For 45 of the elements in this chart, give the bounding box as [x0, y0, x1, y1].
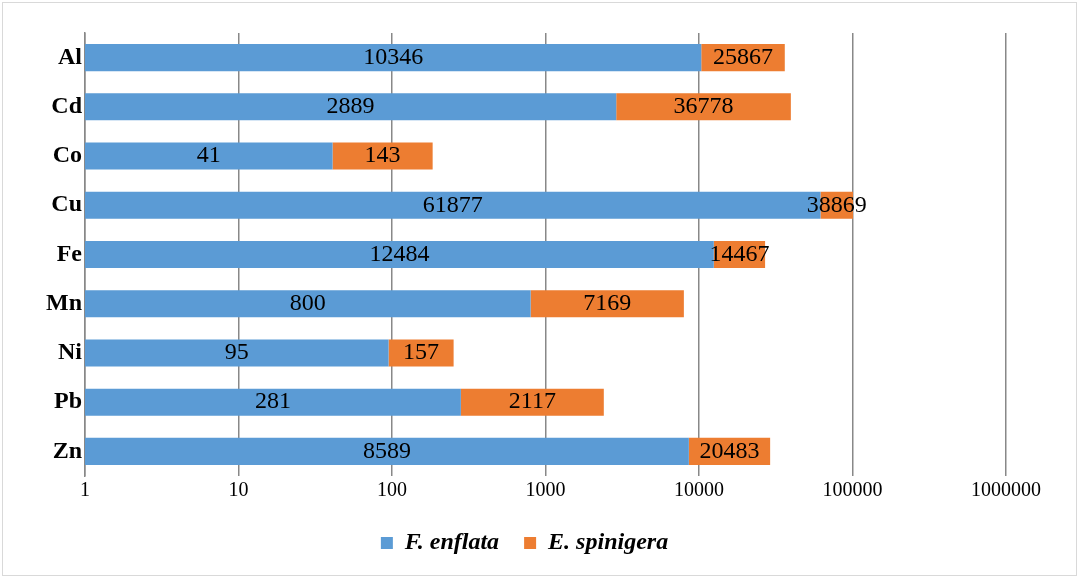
bar — [332, 142, 433, 170]
legend-label: E. spinigera — [547, 528, 669, 555]
legend-label: F. enflata — [403, 528, 500, 555]
bar — [85, 437, 689, 465]
y-tick-label: Mn — [46, 288, 82, 315]
bar — [85, 290, 531, 318]
y-tick-label: Cu — [51, 190, 82, 217]
bar — [85, 93, 617, 121]
data-label: 20483 — [699, 436, 760, 463]
data-label: 95 — [224, 338, 249, 365]
data-label: 36778 — [673, 92, 734, 119]
y-tick-label: Co — [52, 141, 82, 168]
y-tick-label: Pb — [53, 387, 82, 414]
x-tick-label: 100000 — [822, 478, 883, 501]
data-label: 10346 — [363, 42, 424, 69]
y-tick-label: Al — [58, 42, 83, 69]
x-tick-label: 10000 — [674, 478, 724, 501]
bar — [85, 142, 333, 170]
x-tick-label: 1000 — [525, 478, 566, 501]
x-tick-label: 1000000 — [971, 478, 1041, 501]
bar — [530, 290, 684, 318]
bar — [616, 93, 791, 121]
data-label: 12484 — [369, 239, 430, 266]
bar — [85, 388, 461, 416]
bar — [85, 44, 702, 72]
data-label: 8589 — [362, 436, 411, 463]
x-tick-label: 1 — [80, 478, 90, 501]
data-label: 800 — [289, 289, 326, 316]
data-label: 7169 — [583, 289, 632, 316]
x-tick-label: 10 — [228, 478, 249, 501]
bar — [85, 339, 389, 367]
data-label: 143 — [364, 141, 401, 168]
data-label: 25867 — [713, 42, 774, 69]
y-tick-label: Ni — [58, 338, 83, 365]
y-tick-label: Zn — [52, 436, 82, 463]
data-label: 2889 — [326, 92, 375, 119]
bar — [460, 388, 604, 416]
data-label: 157 — [403, 338, 440, 365]
data-label: 41 — [196, 141, 221, 168]
y-tick-label: Fe — [56, 239, 83, 266]
y-tick-label: Cd — [51, 92, 83, 119]
data-label: 281 — [254, 387, 291, 414]
data-label: 61877 — [422, 190, 483, 217]
data-label: 2117 — [508, 387, 556, 414]
x-tick-label: 100 — [377, 478, 407, 501]
